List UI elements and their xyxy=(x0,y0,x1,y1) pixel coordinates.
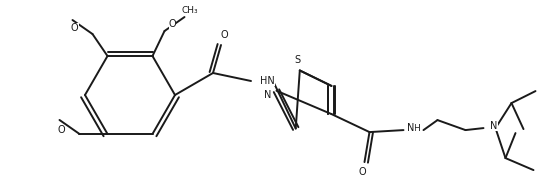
Text: H: H xyxy=(413,124,420,133)
Text: S: S xyxy=(295,55,301,65)
Text: CH₃: CH₃ xyxy=(181,6,198,15)
Text: N: N xyxy=(264,90,271,100)
Text: HN: HN xyxy=(260,76,275,86)
Text: O: O xyxy=(220,30,228,40)
Text: O: O xyxy=(169,19,176,29)
Text: N: N xyxy=(491,121,498,131)
Text: O: O xyxy=(358,167,366,177)
Text: O: O xyxy=(58,125,66,135)
Text: O: O xyxy=(169,19,176,29)
Text: N: N xyxy=(408,123,415,133)
Text: O: O xyxy=(71,23,78,33)
